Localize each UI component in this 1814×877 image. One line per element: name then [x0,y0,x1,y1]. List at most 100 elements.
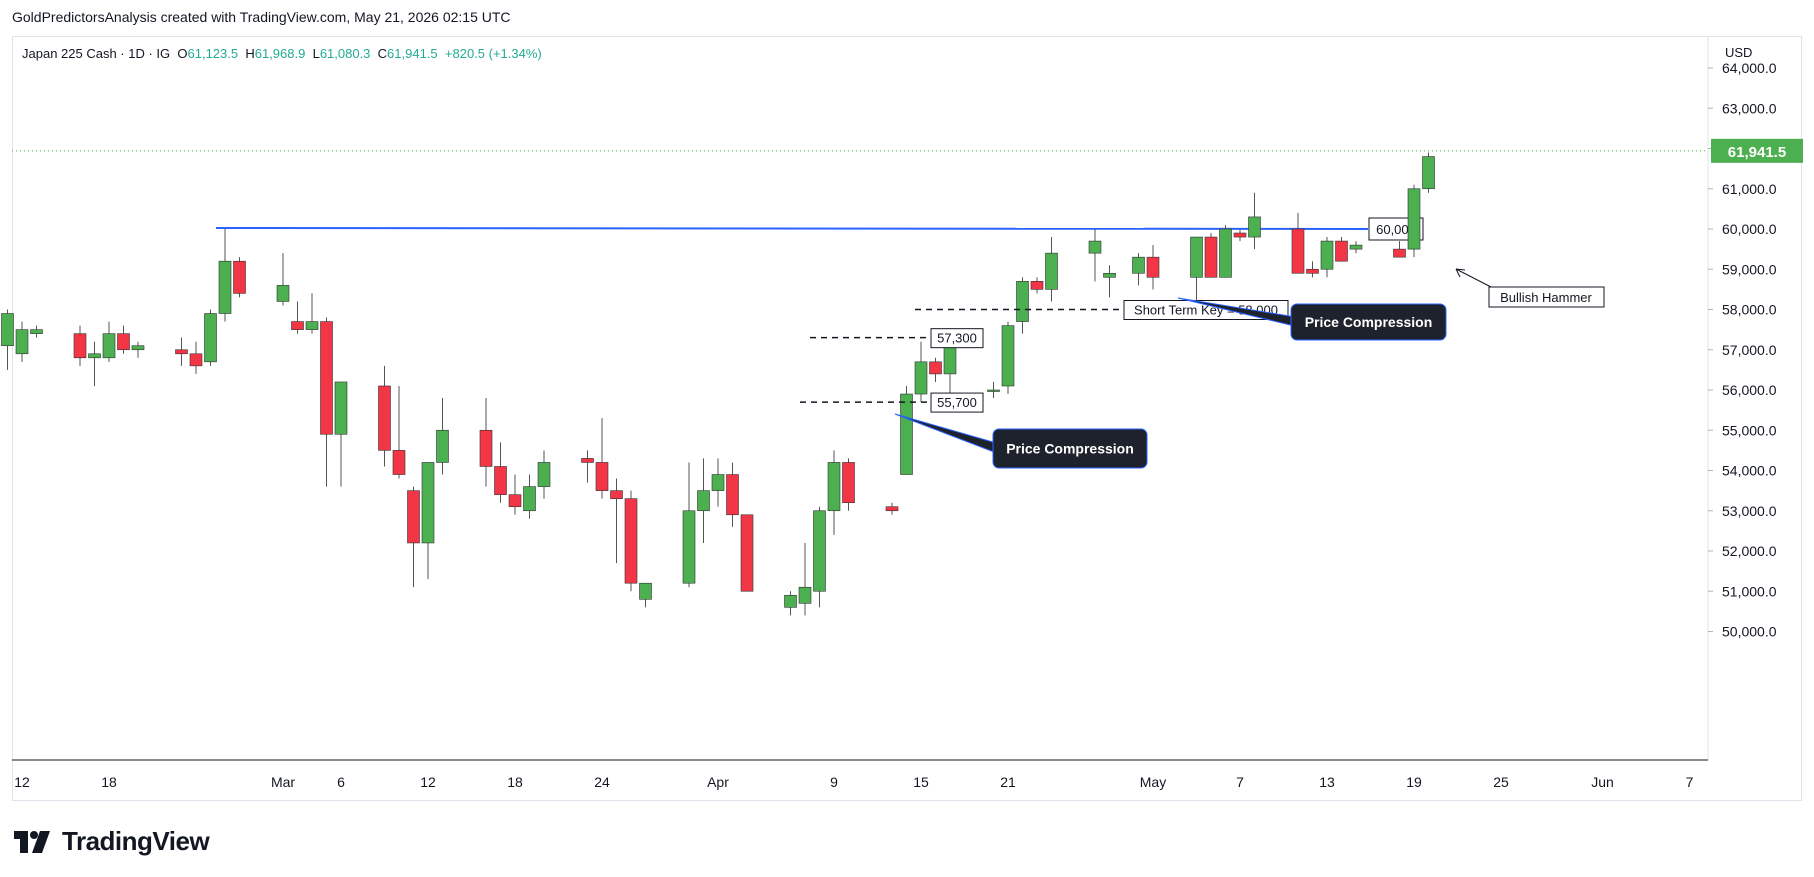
change-value: +820.5 (+1.34%) [444,46,542,61]
candle-body [175,349,188,355]
bullish-hammer-label: Bullish Hammer [1500,290,1592,305]
candle-body [624,498,638,584]
candle-body [479,429,493,467]
candle-body [30,329,43,334]
chart-header-title: GoldPredictorsAnalysis created with Trad… [12,9,511,25]
tradingview-logo-icon [14,830,50,853]
candle-body [508,494,522,508]
candle-body [291,321,304,330]
tradingview-logo[interactable]: TradingView [14,826,210,857]
y-tick-label: 54,000.0 [1722,463,1777,479]
candle-body [117,333,130,351]
x-tick-label: May [1140,774,1166,790]
candle-body [1146,256,1160,278]
high-value: 61,968.9 [254,46,306,61]
candle-body [334,381,348,435]
candle-body [1335,240,1348,262]
symbol-legend: Japan 225 Cash · 1D · IG O61,123.5 H61,9… [22,46,542,61]
y-tick-label: 57,000.0 [1722,342,1777,358]
candle-body [131,345,145,351]
candle-body [1291,228,1305,274]
open-value: 61,123.5 [187,46,239,61]
candle-body [1233,232,1247,238]
candle-body [1407,188,1421,250]
chart-frame [12,36,1802,801]
level-label-box-57300 [930,328,984,349]
candle-body [1088,240,1102,254]
last-price-badge-label: 61,941.5 [1728,144,1786,161]
candle-body [639,582,652,600]
candle-body [73,333,87,359]
x-tick-label: 9 [830,774,838,790]
candle-body [813,510,826,592]
level-label-57300: 57,300 [937,331,977,346]
candle-body [726,474,739,516]
candle-body [1132,256,1145,274]
y-tick-label: 64,000.0 [1722,60,1777,76]
candle-body [392,450,406,475]
bullish-hammer-arrow [1455,268,1492,288]
candle-body [885,506,899,512]
candle-body [436,429,449,463]
candle-body [1219,228,1232,278]
candle-body [378,385,391,451]
candle-body [189,353,203,367]
candle-body [1045,252,1058,290]
x-tick-label: 15 [913,774,929,790]
price-compression-callout-1-label: Price Compression [1006,441,1134,457]
price-compression-callout-1-box [992,428,1148,469]
tradingview-logo-text: TradingView [62,826,210,856]
x-tick-label: 19 [1406,774,1422,790]
candle-body [88,353,101,359]
candle-body [1320,240,1334,270]
candle-body [1016,281,1029,322]
candle-body [1422,156,1435,190]
candle-body [320,321,333,435]
candle-body [1001,325,1015,387]
x-tick-label: 12 [420,774,436,790]
resistance-label: 60,000 [1376,222,1416,237]
price-compression-callout-2-label: Price Compression [1305,314,1433,330]
candle-body [537,462,551,487]
candle-body [204,313,217,363]
x-tick-label: 18 [507,774,523,790]
candle-body [1204,236,1218,278]
currency-label[interactable]: USD [1725,45,1753,60]
candle-body [987,389,1000,392]
candle-body [1393,248,1406,258]
candle-body [233,260,246,294]
x-tick-label: 21 [1000,774,1016,790]
y-tick-label: 51,000.0 [1722,583,1777,599]
candle-body [15,329,29,355]
candle-body [1,313,14,347]
candle-body [276,285,290,302]
bullish-hammer-arrowhead [1455,268,1466,278]
level-label-55700: 55,700 [937,395,977,410]
candle-body [740,514,754,592]
y-tick-label: 55,000.0 [1722,422,1777,438]
y-tick-label: 63,000.0 [1722,100,1777,116]
candle-body [102,333,116,359]
candle-body [1248,216,1261,238]
candle-body [697,490,710,512]
candle-body [929,361,942,375]
candle-body [842,462,855,504]
candle-body [523,486,536,512]
x-tick-label: Jun [1591,774,1614,790]
y-tick-label: 52,000.0 [1722,543,1777,559]
candle-body [1190,236,1203,278]
candle-body [1103,272,1116,278]
x-tick-label: 12 [14,774,30,790]
candle-body [610,490,623,499]
last-price-badge [1711,138,1803,163]
symbol-name[interactable]: Japan 225 Cash · 1D · IG [22,46,171,61]
x-tick-label: 7 [1686,774,1694,790]
y-tick-label: 59,000.0 [1722,261,1777,277]
x-tick-label: 18 [101,774,117,790]
resistance-line [215,227,1369,230]
candle-body [581,458,594,463]
x-tick-label: Apr [707,774,729,790]
candle-body [407,490,420,544]
candle-body [1306,268,1319,274]
